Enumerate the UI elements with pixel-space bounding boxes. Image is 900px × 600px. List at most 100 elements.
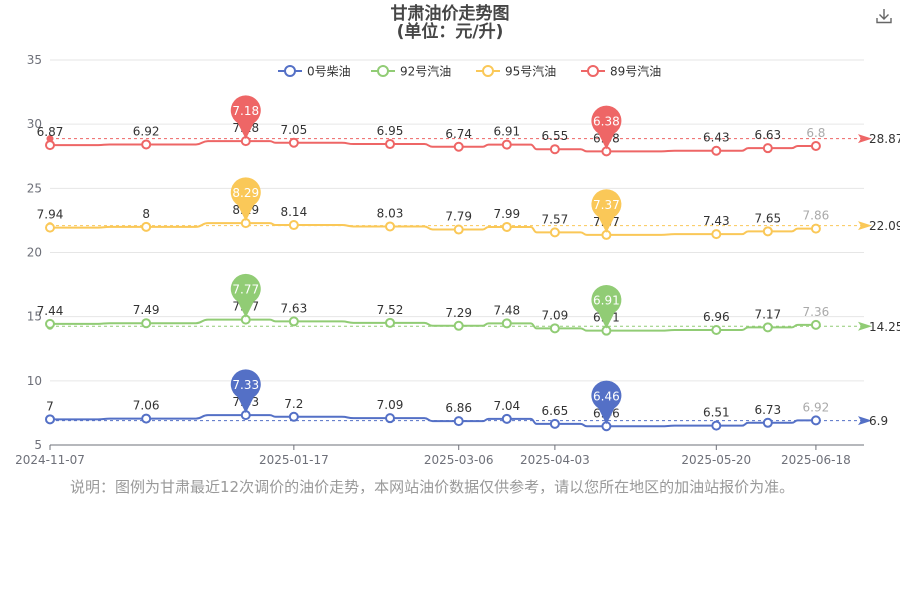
data-point: [453, 224, 464, 235]
legend-label: 0号柴油: [307, 65, 351, 79]
data-label: 6.92: [803, 400, 830, 414]
data-label: 8: [142, 207, 150, 221]
data-point: [141, 318, 152, 329]
x-tick-label: 2025-03-06: [424, 453, 494, 467]
data-point: [549, 227, 560, 238]
data-point: [385, 221, 396, 232]
data-point: [762, 417, 773, 428]
data-point: [762, 322, 773, 333]
max-pin: [230, 95, 261, 140]
data-point: [762, 226, 773, 237]
min-pin: [591, 105, 622, 150]
data-label: 7.09: [377, 398, 404, 412]
data-point: [501, 139, 512, 150]
data-label: 7.49: [133, 303, 160, 317]
series-line: [50, 318, 816, 332]
data-point: [141, 413, 152, 424]
markline-label: 28.87: [869, 132, 900, 146]
data-point: [45, 318, 55, 329]
data-label: 6.55: [542, 129, 569, 143]
data-point: [288, 220, 299, 231]
data-point: [141, 139, 152, 150]
data-label: 6.95: [377, 124, 404, 138]
series-line: [50, 222, 816, 236]
markline-label: 22.09: [869, 219, 900, 233]
x-tick-label: 2025-04-03: [520, 453, 590, 467]
data-point: [385, 317, 396, 328]
legend-item[interactable]: 95号汽油: [476, 64, 556, 79]
data-point: [810, 415, 821, 426]
data-label: 6.86: [445, 401, 472, 415]
data-label: 7.99: [493, 207, 520, 221]
data-point: [810, 319, 821, 330]
min-pin-label: 7.37: [593, 198, 620, 212]
y-tick-label: 30: [27, 117, 42, 131]
markline-arrow: [858, 416, 872, 426]
markline-arrow: [858, 134, 872, 144]
min-pin-label: 6.91: [593, 294, 620, 308]
legend-item[interactable]: 89号汽油: [581, 64, 661, 79]
data-label: 6.92: [133, 124, 160, 138]
min-pin: [591, 189, 622, 233]
data-point: [810, 140, 821, 151]
data-label: 7.63: [280, 301, 307, 315]
data-point: [549, 418, 560, 429]
data-label: 7.05: [280, 123, 307, 137]
data-label: 7.2: [284, 397, 303, 411]
data-label: 7.43: [703, 214, 730, 228]
legend-swatch-marker: [482, 65, 494, 77]
data-point: [453, 320, 464, 331]
data-label: 6.51: [703, 406, 730, 420]
data-point: [501, 221, 512, 232]
y-tick-label: 35: [27, 53, 42, 67]
data-label: 6.87: [37, 125, 64, 139]
data-point: [501, 318, 512, 329]
legend-label: 92号汽油: [400, 64, 451, 79]
data-point: [45, 222, 55, 233]
data-point: [762, 143, 773, 154]
markline-label: 14.25: [869, 320, 900, 334]
legend[interactable]: 0号柴油 92号汽油 95号汽油 89号汽油: [278, 64, 661, 79]
max-pin-label: 7.33: [232, 378, 259, 392]
data-label: 7.29: [445, 306, 472, 320]
data-point: [711, 325, 722, 336]
legend-label: 89号汽油: [610, 64, 661, 79]
chart-subtitle: (单位：元/升): [396, 22, 504, 42]
min-pin: [591, 284, 622, 329]
max-pin-label: 8.29: [232, 186, 259, 200]
max-pin: [230, 177, 261, 222]
chart-title: 甘肃油价走势图: [390, 4, 510, 24]
max-pin-label: 7.77: [232, 283, 259, 297]
data-label: 7.17: [754, 307, 781, 321]
markline-arrow: [858, 321, 872, 331]
data-point: [288, 316, 299, 327]
data-label: 7.94: [37, 208, 64, 222]
legend-item[interactable]: 92号汽油: [371, 64, 451, 79]
data-point: [810, 223, 821, 234]
data-point: [711, 229, 722, 240]
y-tick-label: 20: [27, 246, 42, 260]
data-label: 6.8: [806, 126, 825, 140]
x-tick-label: 2025-01-17: [259, 453, 329, 467]
legend-item[interactable]: 0号柴油: [278, 65, 351, 79]
data-point: [711, 145, 722, 156]
data-point: [141, 221, 152, 232]
data-label: 6.96: [703, 310, 730, 324]
series-0: 6.9 7 7.06 7.33 7.2 7.09 6.86 7.04 6.65 6.46 6.51 6…: [45, 369, 888, 432]
data-label: 7.65: [754, 211, 781, 225]
data-point: [385, 413, 396, 424]
data-point: [288, 411, 299, 422]
data-label: 6.63: [754, 128, 781, 142]
series-line: [50, 140, 816, 153]
data-point: [385, 139, 396, 150]
max-pin: [230, 369, 261, 414]
markline-arrow: [858, 221, 872, 231]
max-pin: [230, 273, 261, 318]
data-point: [549, 323, 560, 334]
legend-swatch-marker: [377, 65, 389, 77]
y-tick-label: 25: [27, 181, 42, 195]
x-tick-label: 2024-11-07: [15, 453, 85, 467]
data-label: 6.91: [493, 125, 520, 139]
max-pin-label: 7.18: [232, 104, 259, 118]
download-icon[interactable]: [874, 6, 894, 26]
